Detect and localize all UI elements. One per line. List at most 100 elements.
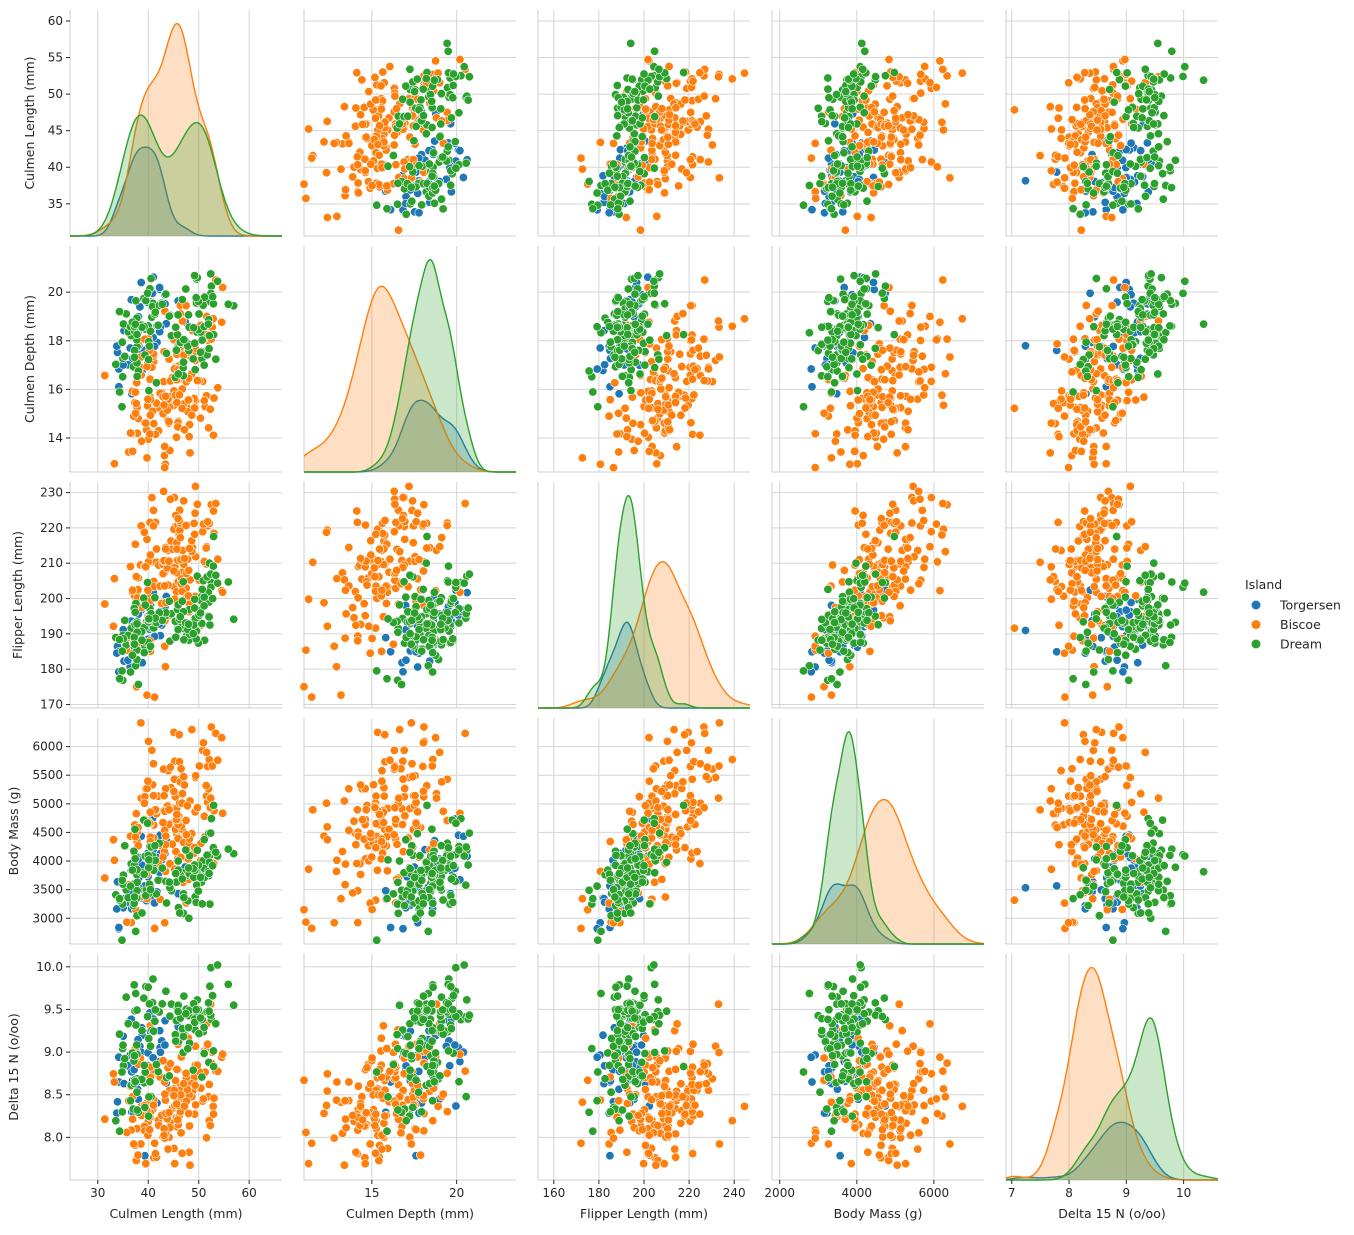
scatter-point-biscoe — [917, 70, 925, 78]
scatter-point-biscoe — [665, 342, 673, 350]
scatter-point-biscoe — [708, 141, 716, 149]
scatter-point-dream — [871, 570, 879, 578]
scatter-point-biscoe — [703, 131, 711, 139]
scatter-point-dream — [1166, 638, 1174, 646]
scatter-point-dream — [1142, 595, 1150, 603]
scatter-point-biscoe — [126, 562, 134, 570]
scatter-point-dream — [429, 899, 437, 907]
scatter-point-dream — [638, 133, 646, 141]
scatter-point-biscoe — [665, 111, 673, 119]
scatter-point-biscoe — [897, 155, 905, 163]
scatter-point-biscoe — [218, 734, 226, 742]
scatter-point-biscoe — [354, 918, 362, 926]
scatter-point-dream — [422, 559, 430, 567]
scatter-point-dream — [133, 330, 141, 338]
scatter-point-dream — [172, 633, 180, 641]
scatter-point-biscoe — [885, 55, 893, 63]
scatter-point-biscoe — [338, 847, 346, 855]
scatter-point-dream — [1171, 156, 1179, 164]
scatter-point-dream — [826, 307, 834, 315]
scatter-point-biscoe — [851, 507, 859, 515]
scatter-point-biscoe — [920, 516, 928, 524]
scatter-point-dream — [428, 172, 436, 180]
scatter-point-dream — [191, 339, 199, 347]
scatter-point-biscoe — [161, 463, 169, 471]
scatter-point-dream — [623, 311, 631, 319]
scatter-point-biscoe — [438, 778, 446, 786]
scatter-point-torgersen — [1137, 146, 1145, 154]
scatter-point-biscoe — [932, 520, 940, 528]
scatter-point-biscoe — [309, 558, 317, 566]
scatter-point-dream — [1106, 133, 1114, 141]
scatter-point-dream — [626, 197, 634, 205]
scatter-point-biscoe — [366, 649, 374, 657]
scatter-point-biscoe — [375, 151, 383, 159]
scatter-point-biscoe — [1124, 388, 1132, 396]
scatter-point-dream — [626, 143, 634, 151]
scatter-point-biscoe — [916, 495, 924, 503]
scatter-point-dream — [1124, 106, 1132, 114]
scatter-point-biscoe — [218, 809, 226, 817]
scatter-point-dream — [436, 597, 444, 605]
scatter-point-biscoe — [926, 312, 934, 320]
scatter-point-dream — [1151, 153, 1159, 161]
scatter-point-torgersen — [807, 365, 815, 373]
scatter-point-biscoe — [657, 126, 665, 134]
scatter-point-biscoe — [209, 507, 217, 515]
scatter-point-biscoe — [375, 545, 383, 553]
scatter-point-biscoe — [1055, 432, 1063, 440]
scatter-point-dream — [196, 348, 204, 356]
scatter-point-dream — [145, 615, 153, 623]
scatter-point-dream — [449, 70, 457, 78]
scatter-point-biscoe — [681, 404, 689, 412]
scatter-point-dream — [1122, 578, 1130, 586]
scatter-point-biscoe — [178, 790, 186, 798]
scatter-point-dream — [1102, 182, 1110, 190]
scatter-point-biscoe — [939, 126, 947, 134]
scatter-point-dream — [131, 320, 139, 328]
scatter-point-biscoe — [886, 344, 894, 352]
scatter-point-biscoe — [381, 516, 389, 524]
scatter-point-biscoe — [615, 448, 623, 456]
scatter-point-biscoe — [605, 412, 613, 420]
scatter-point-biscoe — [412, 819, 420, 827]
scatter-point-dream — [853, 162, 861, 170]
scatter-point-biscoe — [386, 555, 394, 563]
scatter-point-dream — [208, 293, 216, 301]
scatter-point-dream — [455, 619, 463, 627]
scatter-point-biscoe — [693, 847, 701, 855]
scatter-point-biscoe — [1057, 387, 1065, 395]
scatter-point-dream — [856, 630, 864, 638]
scatter-point-biscoe — [333, 856, 341, 864]
scatter-point-biscoe — [1060, 174, 1068, 182]
scatter-point-biscoe — [412, 518, 420, 526]
scatter-point-biscoe — [892, 114, 900, 122]
scatter-point-biscoe — [1082, 301, 1090, 309]
scatter-point-dream — [112, 360, 120, 368]
scatter-point-dream — [452, 164, 460, 172]
scatter-point-dream — [1159, 310, 1167, 318]
scatter-point-biscoe — [365, 87, 373, 95]
scatter-point-dream — [878, 289, 886, 297]
scatter-point-dream — [118, 403, 126, 411]
scatter-point-biscoe — [1064, 642, 1072, 650]
scatter-point-biscoe — [1100, 509, 1108, 517]
scatter-point-torgersen — [1053, 648, 1061, 656]
scatter-point-biscoe — [658, 374, 666, 382]
scatter-point-dream — [636, 167, 644, 175]
scatter-point-biscoe — [870, 138, 878, 146]
scatter-point-dream — [874, 621, 882, 629]
scatter-point-dream — [1145, 348, 1153, 356]
scatter-point-biscoe — [149, 760, 157, 768]
scatter-point-biscoe — [886, 617, 894, 625]
scatter-point-dream — [207, 814, 215, 822]
scatter-point-biscoe — [1066, 586, 1074, 594]
scatter-point-dream — [840, 201, 848, 209]
scatter-point-biscoe — [1070, 597, 1078, 605]
scatter-point-biscoe — [1010, 624, 1018, 632]
scatter-point-dream — [852, 559, 860, 567]
scatter-point-dream — [194, 887, 202, 895]
scatter-point-biscoe — [908, 125, 916, 133]
panel-0-1 — [300, 10, 516, 236]
scatter-point-dream — [449, 635, 457, 643]
